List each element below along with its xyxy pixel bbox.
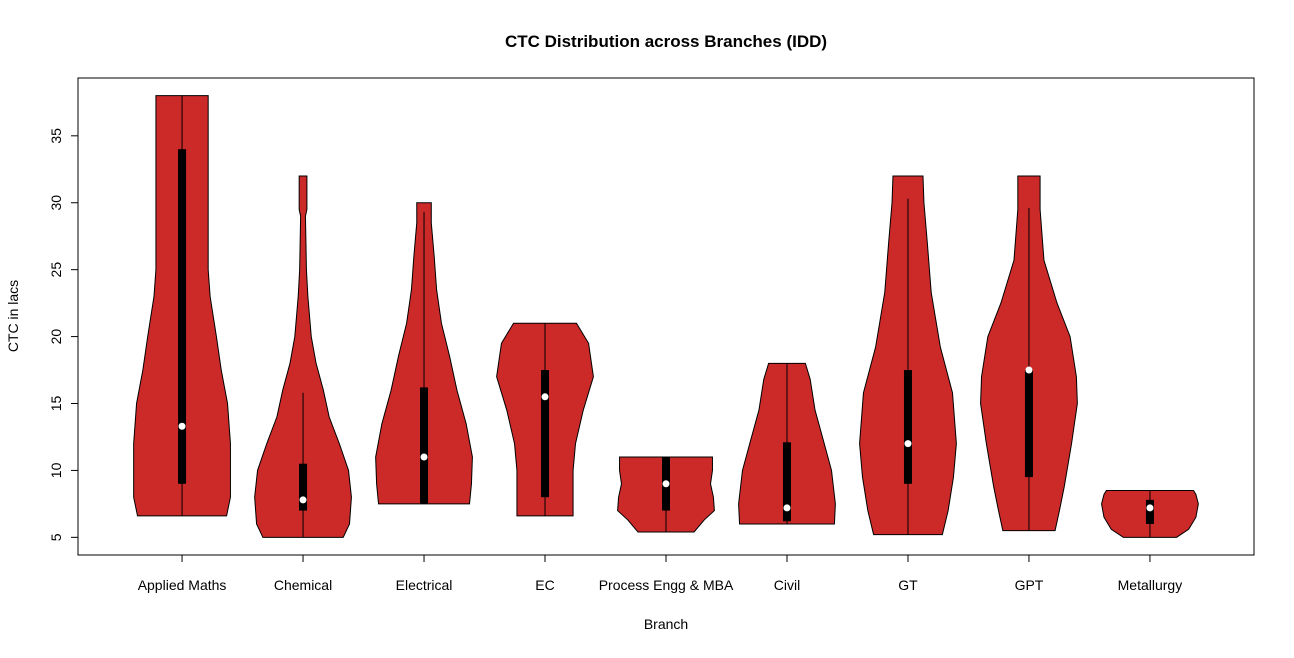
axes-layer: 5 10 15 20 25 30 35 Applied Maths Chemical Electr… (48, 128, 1182, 593)
x-tick-label: Chemical (274, 577, 332, 593)
y-tick-label: 5 (48, 533, 64, 541)
x-axis-label: Branch (644, 616, 688, 632)
y-tick-label: 35 (48, 128, 64, 144)
x-tick-label: Metallurgy (1118, 577, 1183, 593)
median-point (783, 504, 791, 512)
median-point (420, 453, 428, 461)
violin-body (254, 175, 352, 538)
iqr-box (903, 370, 912, 484)
y-tick-label: 30 (48, 195, 64, 211)
x-tick-label: Process Engg & MBA (599, 577, 734, 593)
iqr-box (782, 442, 791, 522)
y-axis-label: CTC in lacs (5, 280, 21, 352)
median-point (178, 422, 186, 430)
y-tick-label: 15 (48, 395, 64, 411)
median-point (1146, 504, 1154, 512)
violins-layer (133, 95, 1199, 538)
median-point (299, 496, 307, 504)
violin-ec (496, 322, 594, 517)
violin-chemical (254, 175, 352, 538)
violin-gpt (980, 175, 1078, 532)
violin-gt (859, 175, 957, 536)
violin-electrical (375, 202, 473, 505)
y-tick-label: 20 (48, 329, 64, 345)
iqr-box (178, 149, 187, 484)
x-tick-label: GPT (1015, 577, 1044, 593)
y-tick-label: 10 (48, 462, 64, 478)
iqr-box (420, 387, 429, 504)
x-tick-label: GT (898, 577, 918, 593)
y-tick-label: 25 (48, 262, 64, 278)
median-point (662, 480, 670, 488)
x-tick-label: Civil (774, 577, 800, 593)
violin-process-engg-mba (617, 456, 715, 533)
x-tick-label: Applied Maths (138, 577, 227, 593)
median-point (904, 440, 912, 448)
iqr-box (299, 463, 308, 511)
chart-title: CTC Distribution across Branches (IDD) (505, 32, 827, 51)
iqr-box (541, 370, 550, 498)
median-point (541, 393, 549, 401)
iqr-box (1024, 370, 1033, 478)
x-tick-label: EC (535, 577, 554, 593)
violin-civil (738, 362, 836, 525)
median-point (1025, 366, 1033, 374)
iqr-box (1145, 499, 1154, 524)
violin-metallurgy (1101, 489, 1199, 538)
x-tick-label: Electrical (396, 577, 453, 593)
violin-applied-maths (133, 95, 231, 517)
